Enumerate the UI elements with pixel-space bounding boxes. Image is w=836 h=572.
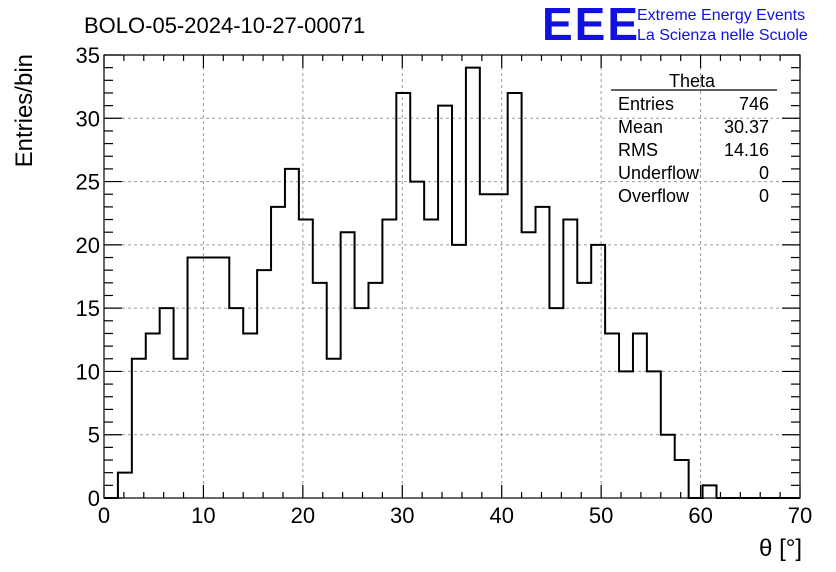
y-axis-label: Entries/bin: [11, 54, 38, 167]
histogram-bin: [201, 258, 215, 498]
histogram-bin: [577, 283, 591, 498]
y-tick-label: 15: [76, 296, 100, 321]
histogram-bin: [257, 270, 271, 498]
y-tick-label: 0: [88, 486, 100, 511]
stats-row-value: 746: [739, 94, 769, 114]
histogram-bin: [355, 308, 369, 498]
y-tick-label: 25: [76, 170, 100, 195]
histogram-bin: [466, 68, 480, 498]
stats-row-label: Underflow: [618, 163, 700, 183]
histogram-bin: [313, 283, 327, 498]
axis-ticks: [103, 54, 801, 499]
histogram-bin: [522, 232, 536, 498]
histogram-series: [104, 66, 800, 499]
histogram-bin: [188, 258, 202, 498]
logo-line-1: Extreme Energy Events: [637, 7, 805, 24]
stats-row-value: 0: [759, 163, 769, 183]
x-tick-label: 20: [291, 503, 315, 528]
histogram-bin: [146, 333, 160, 498]
histogram-bin: [174, 359, 188, 498]
stats-rows: Entries 746 Mean 30.37 RMS 14.16 Underflow 0 Ove…: [618, 94, 769, 206]
logo-line-2: La Scienza nelle Scuole: [637, 27, 808, 44]
y-tick-labels: 0 5 10 15 20 25 30 35: [76, 43, 100, 511]
histogram-bin: [536, 207, 550, 498]
plot-frame: [103, 54, 801, 499]
x-tick-label: 60: [688, 503, 712, 528]
x-tick-label: 50: [589, 503, 613, 528]
y-tick-label: 20: [76, 233, 100, 258]
histogram-bin: [661, 435, 675, 498]
eee-logo: EEE Extreme Energy Events La Scienza nel…: [542, 0, 808, 50]
histogram-bin: [299, 220, 313, 498]
x-tick-label: 70: [788, 503, 812, 528]
histogram-bin: [396, 93, 410, 498]
chart-title: BOLO-05-2024-10-27-00071: [84, 13, 365, 38]
histogram-bin: [563, 220, 577, 498]
y-tick-label: 35: [76, 43, 100, 68]
histogram-bin: [229, 308, 243, 498]
histogram-bin: [271, 207, 285, 498]
histogram-bin: [549, 308, 563, 498]
stats-row-value: 14.16: [724, 140, 769, 160]
stats-title: Theta: [669, 71, 716, 91]
histogram-bin: [215, 258, 229, 498]
histogram-bin: [424, 220, 438, 498]
histogram-bin: [243, 333, 257, 498]
histogram-bin: [633, 333, 647, 498]
x-tick-label: 10: [191, 503, 215, 528]
histogram-bin: [410, 182, 424, 498]
histogram-bin: [480, 194, 494, 498]
histogram-bin: [285, 169, 299, 498]
histogram-bin: [382, 220, 396, 498]
histogram-bin: [494, 194, 508, 498]
histogram-bin: [605, 333, 619, 498]
stats-row-label: RMS: [618, 140, 658, 160]
x-tick-label: 40: [489, 503, 513, 528]
stats-row-label: Entries: [618, 94, 674, 114]
histogram-bin: [368, 283, 382, 498]
histogram-bin: [118, 473, 132, 498]
x-tick-label: 30: [390, 503, 414, 528]
y-tick-label: 10: [76, 359, 100, 384]
histogram-bin: [508, 93, 522, 498]
stats-row-label: Mean: [618, 117, 663, 137]
histogram-bin: [160, 308, 174, 498]
histogram-bin: [438, 106, 452, 498]
histogram-bin: [327, 359, 341, 498]
x-tick-label: 0: [98, 503, 110, 528]
x-axis-label: θ [°]: [759, 535, 802, 562]
histogram-bin: [703, 485, 717, 498]
stats-row-value: 0: [759, 186, 769, 206]
logo-mark: EEE: [542, 0, 640, 50]
stats-row-value: 30.37: [724, 117, 769, 137]
y-tick-label: 30: [76, 106, 100, 131]
histogram-bin: [341, 232, 355, 498]
stats-row-label: Overflow: [618, 186, 690, 206]
histogram-bin: [675, 460, 689, 498]
x-tick-labels: 0 10 20 30 40 50 60 70: [98, 503, 812, 528]
histogram-outline: [104, 66, 800, 499]
histogram-bin: [132, 359, 146, 498]
y-tick-label: 5: [88, 423, 100, 448]
stats-box: Theta Entries 746 Mean 30.37 RMS 14.16 Underfl…: [611, 71, 777, 206]
